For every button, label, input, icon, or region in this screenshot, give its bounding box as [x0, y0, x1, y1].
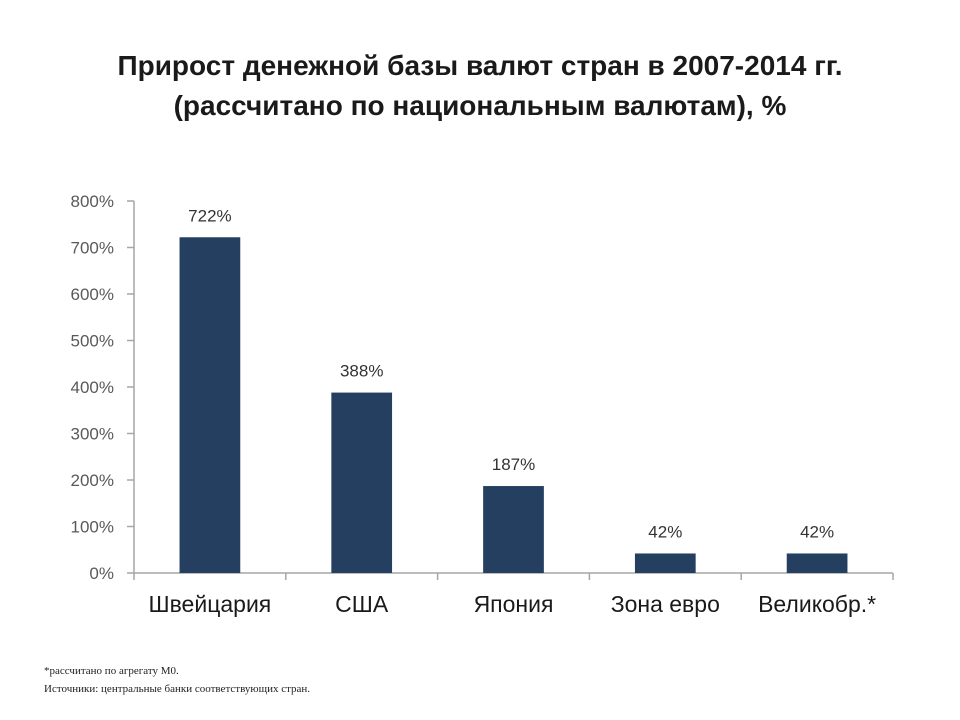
footnote-sources: Источники: центральные банки соответству…: [44, 683, 311, 695]
y-tick-label: 400%: [71, 378, 114, 397]
chart-title-line2: (рассчитано по национальным валютам), %: [173, 90, 787, 121]
data-label: 42%: [800, 522, 834, 541]
data-label: 722%: [188, 206, 231, 225]
y-tick-label: 200%: [71, 471, 114, 490]
x-category-label: США: [335, 591, 389, 617]
chart-title-line1: Прирост денежной базы валют стран в 2007…: [117, 50, 843, 81]
bar: [786, 553, 848, 573]
x-category-label: Зона евро: [611, 591, 720, 617]
footnotes: *рассчитано по агрегату М0. Источники: ц…: [44, 662, 310, 698]
footnote-note: *рассчитано по агрегату М0.: [44, 665, 179, 677]
y-tick-label: 500%: [71, 332, 114, 351]
y-tick-label: 600%: [71, 285, 114, 304]
data-label: 42%: [648, 522, 682, 541]
data-label: 187%: [492, 455, 535, 474]
y-tick-label: 100%: [71, 518, 114, 537]
x-category-label: Великобр.*: [758, 591, 876, 617]
y-tick-label: 300%: [71, 425, 114, 444]
x-category-label: Япония: [474, 591, 554, 617]
bar: [634, 553, 696, 573]
y-tick-label: 0%: [89, 564, 114, 583]
bar-chart: 0% 100% 200% 300% 400% 500% 600% 700% 800% 722% Шв…: [71, 192, 894, 617]
bar: [179, 237, 241, 573]
data-label: 388%: [340, 362, 383, 381]
bar: [483, 486, 544, 573]
x-category-label: Швейцария: [149, 591, 272, 617]
bar: [331, 392, 393, 573]
y-tick-label: 700%: [71, 239, 114, 258]
chart-title: Прирост денежной базы валют стран в 2007…: [0, 46, 960, 126]
y-tick-label: 800%: [71, 192, 114, 211]
